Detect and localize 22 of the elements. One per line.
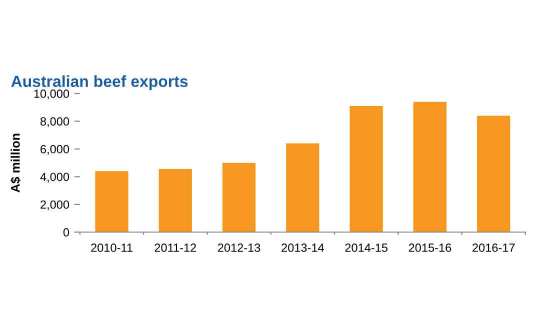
y-tick-label: 6,000 [40,145,70,155]
bar [286,143,320,232]
y-tick-label: 2,000 [40,200,70,210]
bar [222,162,256,232]
chart-title: Australian beef exports [11,75,188,90]
x-tick-label: 2014-15 [345,244,388,252]
x-tick-label: 2010-11 [91,244,132,252]
bar [413,102,447,232]
y-axis-title: A$ million [10,134,21,192]
bar [350,106,383,232]
x-tick-label: 2013-14 [282,244,324,252]
x-tick-label: 2015-16 [408,244,452,252]
bar [95,171,128,232]
x-tick-label: 2012-13 [218,244,260,252]
x-tick-label: 2016-17 [472,244,515,252]
y-tick-label: 4,000 [40,172,70,182]
y-tick-label: 10,000 [34,90,70,100]
y-tick-label: 0 [63,228,70,237]
bar [158,169,192,232]
y-tick-label: 8,000 [40,117,70,128]
bar [477,116,510,232]
x-tick-label: 2011-12 [154,244,196,252]
